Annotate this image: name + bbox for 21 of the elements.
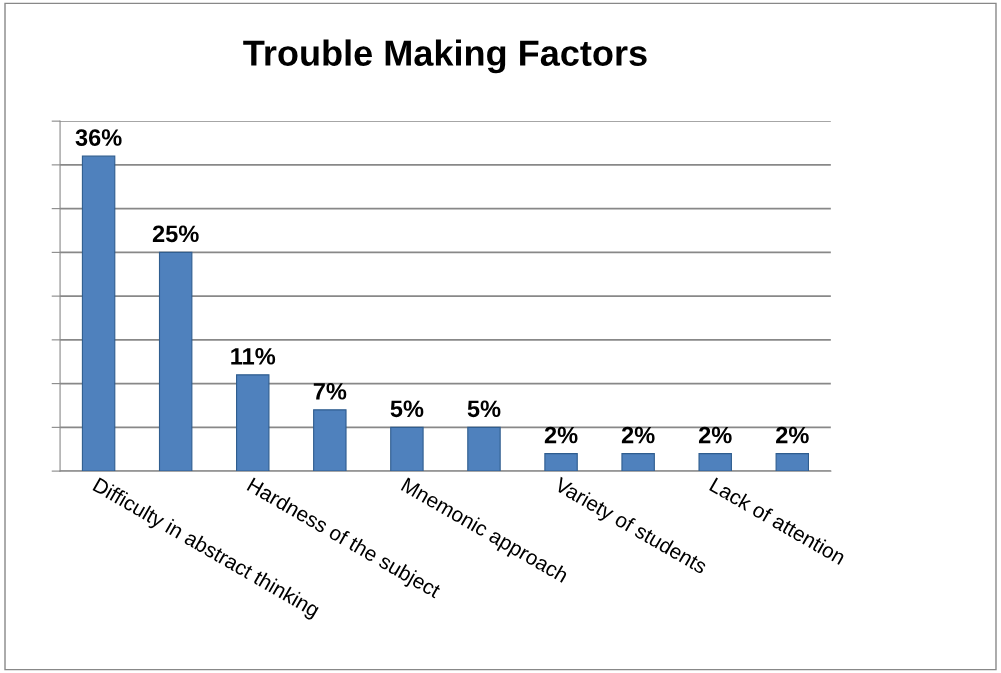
data-label: 2% — [544, 426, 578, 444]
data-label: 25% — [152, 225, 199, 243]
bar — [390, 426, 424, 472]
bar — [313, 409, 347, 472]
bar — [775, 453, 810, 472]
bar — [698, 453, 732, 472]
bar — [621, 453, 655, 472]
bar — [544, 453, 578, 472]
data-label: 2% — [698, 426, 732, 444]
bar — [236, 374, 270, 472]
data-label: 7% — [313, 382, 347, 400]
bar — [158, 251, 193, 472]
data-label: 11% — [231, 347, 276, 365]
data-label: 5% — [467, 400, 501, 418]
chart-title: Trouble Making Factors — [243, 39, 647, 74]
data-label: 2% — [776, 426, 809, 444]
data-label: 36% — [75, 129, 122, 146]
bar — [81, 155, 116, 472]
bar — [467, 426, 501, 472]
data-label: 5% — [390, 400, 424, 418]
data-label: 2% — [621, 426, 655, 444]
